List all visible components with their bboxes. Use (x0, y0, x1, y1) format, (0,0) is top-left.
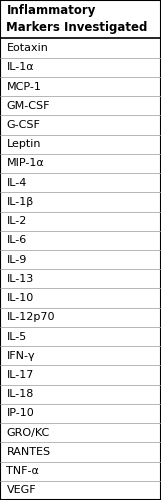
Text: IL-17: IL-17 (6, 370, 34, 380)
Text: Eotaxin: Eotaxin (6, 43, 48, 53)
Text: IL-10: IL-10 (6, 293, 34, 303)
Text: Inflammatory
Markers Investigated: Inflammatory Markers Investigated (6, 4, 148, 34)
Text: IL-6: IL-6 (6, 236, 27, 246)
Text: TNF-α: TNF-α (6, 466, 39, 476)
Text: IL-9: IL-9 (6, 254, 27, 264)
Text: IL-4: IL-4 (6, 178, 27, 188)
Text: IL-2: IL-2 (6, 216, 27, 226)
Text: VEGF: VEGF (6, 486, 36, 496)
Text: MIP-1α: MIP-1α (6, 158, 44, 168)
Text: IFN-γ: IFN-γ (6, 351, 35, 361)
Text: IL-12p70: IL-12p70 (6, 312, 55, 322)
Text: IL-1α: IL-1α (6, 62, 34, 72)
Text: RANTES: RANTES (6, 447, 51, 457)
Text: MCP-1: MCP-1 (6, 82, 41, 92)
Text: G-CSF: G-CSF (6, 120, 40, 130)
Text: GM-CSF: GM-CSF (6, 101, 50, 111)
Text: IP-10: IP-10 (6, 408, 34, 418)
Text: IL-5: IL-5 (6, 332, 27, 342)
Text: IL-1β: IL-1β (6, 197, 34, 207)
Text: IL-13: IL-13 (6, 274, 34, 284)
Text: IL-18: IL-18 (6, 389, 34, 399)
Text: Leptin: Leptin (6, 139, 41, 149)
Text: GRO/KC: GRO/KC (6, 428, 50, 438)
